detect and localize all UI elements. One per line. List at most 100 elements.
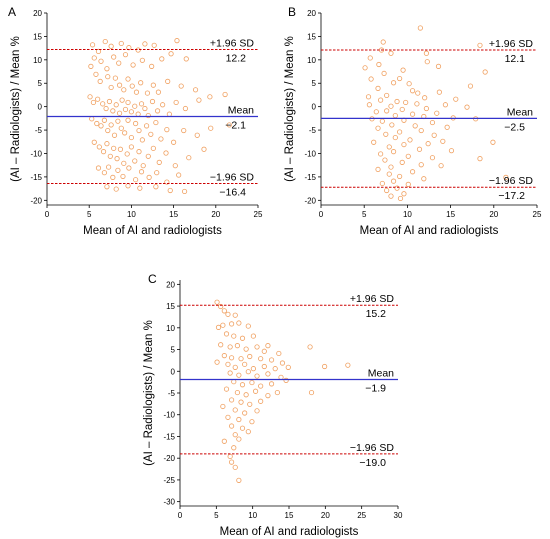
lower-loa-value: −19.0: [359, 457, 386, 469]
data-point: [265, 393, 271, 399]
data-point: [89, 116, 95, 122]
data-point: [105, 127, 111, 134]
data-point: [388, 103, 394, 109]
data-point: [181, 127, 187, 134]
data-point: [196, 97, 202, 103]
data-point: [218, 303, 224, 310]
data-point: [105, 74, 111, 80]
data-point: [168, 51, 174, 57]
upper-loa-label: +1.96 SD: [350, 293, 394, 305]
x-tick-label: 10: [403, 210, 412, 219]
data-point: [136, 149, 142, 155]
data-point: [258, 356, 264, 362]
data-point: [399, 106, 405, 113]
data-point: [477, 42, 483, 48]
data-point: [405, 153, 411, 159]
data-point: [414, 101, 420, 107]
data-point: [171, 139, 177, 145]
data-point: [145, 153, 151, 159]
data-point: [345, 362, 351, 368]
data-point: [208, 125, 214, 131]
upper-loa-value: 12.2: [226, 53, 247, 65]
data-point: [386, 144, 392, 150]
y-tick-label: 10: [307, 56, 316, 65]
data-point: [453, 96, 459, 102]
data-point: [98, 58, 104, 64]
data-point: [409, 88, 416, 94]
data-point: [223, 331, 230, 337]
data-point: [163, 150, 169, 156]
upper-loa-value: 15.2: [366, 308, 387, 320]
data-point: [448, 148, 455, 154]
data-point: [250, 333, 256, 339]
data-point: [384, 92, 390, 99]
data-point: [228, 321, 235, 327]
panel-letter: B: [288, 5, 296, 19]
data-point: [400, 67, 406, 73]
data-point: [144, 90, 151, 96]
x-tick-label: 10: [127, 210, 136, 219]
data-point: [136, 127, 142, 134]
data-point: [154, 108, 161, 114]
data-point: [407, 137, 413, 143]
y-tick-label: -15: [304, 173, 316, 182]
data-point: [239, 425, 246, 431]
data-point: [215, 324, 222, 330]
data-point: [442, 102, 449, 108]
data-point: [242, 410, 248, 416]
data-point: [258, 383, 264, 389]
data-point: [115, 118, 121, 124]
data-point: [125, 76, 131, 82]
data-point: [247, 401, 253, 407]
data-point: [182, 105, 189, 112]
data-point: [106, 98, 113, 105]
data-point: [232, 464, 238, 470]
x-axis-title: Mean of AI and radiologists: [220, 526, 359, 538]
mean-label: Mean: [507, 106, 533, 118]
data-point: [247, 353, 253, 360]
data-point: [153, 119, 159, 126]
data-point: [214, 299, 220, 305]
data-point: [380, 39, 386, 45]
y-axis-title: (AI – Radiologists) / Mean %: [284, 36, 296, 182]
data-point: [322, 363, 328, 370]
data-point: [101, 117, 107, 123]
data-point: [108, 122, 114, 128]
data-point: [172, 163, 178, 169]
data-point: [392, 112, 398, 119]
data-point: [95, 48, 102, 55]
data-point: [149, 63, 155, 69]
data-point: [422, 95, 428, 101]
data-point: [164, 179, 170, 185]
data-point: [376, 61, 382, 68]
data-point: [373, 109, 379, 115]
data-point: [261, 363, 267, 370]
data-point: [93, 71, 99, 77]
data-point: [149, 98, 156, 105]
data-point: [89, 42, 96, 48]
data-point: [234, 389, 241, 396]
data-point: [245, 323, 251, 329]
data-point: [384, 187, 390, 194]
panel-letter: A: [8, 5, 16, 19]
data-point: [111, 145, 117, 151]
y-tick-label: 0: [38, 103, 43, 112]
data-point: [132, 103, 138, 109]
x-tick-label: 0: [45, 210, 50, 219]
data-point: [378, 151, 384, 157]
data-point: [250, 366, 256, 372]
y-tick-label: 5: [38, 79, 43, 88]
data-point: [242, 361, 248, 367]
data-point: [236, 372, 242, 378]
panel-a: A -20 -15 -10 -5 0 5 10 15 20 0 5 10 15 20 25 Mean of AI…: [8, 5, 263, 237]
data-point: [421, 176, 427, 182]
data-point: [125, 117, 131, 123]
y-tick-label: 0: [171, 367, 176, 376]
data-point: [227, 453, 233, 460]
y-tick-label: 20: [307, 9, 316, 18]
data-point: [243, 392, 249, 398]
data-point: [173, 99, 179, 106]
x-tick-label: 15: [285, 511, 294, 520]
data-point: [367, 55, 373, 61]
data-point: [232, 407, 238, 413]
